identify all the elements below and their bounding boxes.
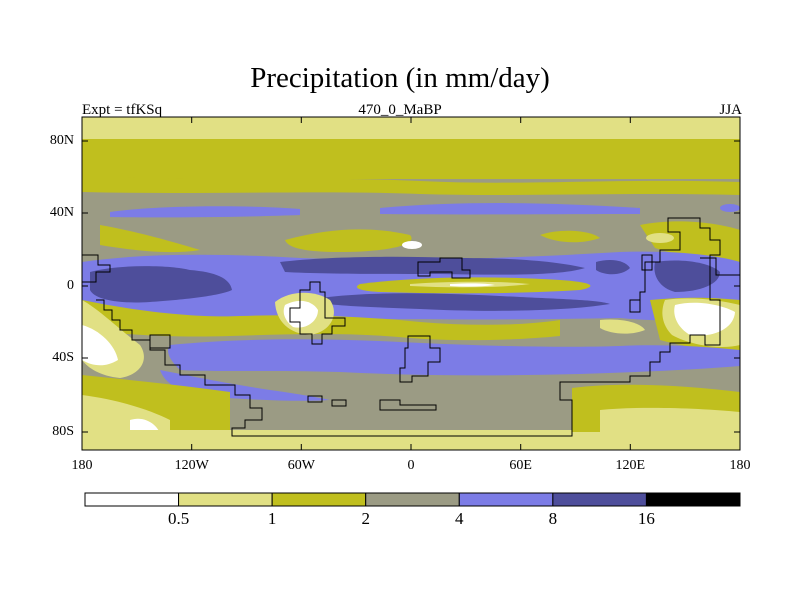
white-equatorial-spot (450, 283, 495, 287)
colorbar-level-label: 0.5 (167, 509, 190, 528)
yellow-patch-na (285, 229, 412, 252)
coastlines (82, 217, 740, 437)
yellow-patch-nw (100, 225, 200, 253)
season-label: JJA (719, 102, 742, 118)
light-band-antarctic (82, 430, 740, 450)
lon-label: 180 (71, 458, 93, 473)
band-north-yellow-edge (82, 175, 740, 195)
coast-islet-3 (149, 334, 171, 349)
blue-spot-ne (720, 204, 740, 212)
lat-label: 80N (49, 133, 74, 148)
axis-ticks (81, 117, 741, 450)
band-arctic-light (82, 117, 740, 139)
lat-label: 40N (49, 205, 74, 220)
lat-label: 80S (52, 424, 74, 439)
lon-label: 120W (174, 458, 209, 473)
lon-label: 60W (287, 458, 315, 473)
dry-spot-north (402, 241, 422, 249)
lat-label: 0 (67, 278, 74, 293)
blue-band-40n-east (380, 203, 640, 215)
colorbar-level-label: 1 (267, 509, 277, 528)
band-north-yellow (82, 139, 740, 179)
lon-label: 60E (509, 458, 532, 473)
colorbar-segment (271, 492, 367, 507)
coast-islet-2 (331, 399, 347, 407)
dark-blue-core-north (280, 256, 585, 275)
coast-main-continent (96, 217, 721, 437)
period-label: 470_0_MaBP (358, 102, 442, 118)
colorbar-level-label: 8 (548, 509, 558, 528)
coast-islet-4 (641, 254, 653, 271)
lat-label: 40S (52, 350, 74, 365)
lon-label: 0 (407, 458, 415, 473)
colorbar-segment (458, 492, 554, 507)
light-spot-asia (646, 233, 674, 243)
colorbar-segment (365, 492, 460, 507)
colorbar-segment (645, 492, 741, 507)
map-title: Precipitation (in mm/day) (250, 62, 550, 94)
yellow-patch-asia (640, 221, 740, 265)
coast-east-edge (700, 257, 740, 276)
map-field (82, 117, 740, 450)
dark-blue-core-small (596, 260, 630, 275)
experiment-label: Expt = tfKSq (82, 102, 163, 118)
colorbar-segment (84, 492, 180, 507)
colorbar (84, 492, 741, 507)
light-band-se (600, 407, 740, 432)
coast-africa-block (289, 281, 346, 345)
coast-strip-south (379, 399, 437, 411)
coast-islet-1 (307, 395, 323, 403)
blue-band-40n-west (110, 206, 300, 218)
dark-blue-core-west (90, 266, 232, 303)
colorbar-level-label: 2 (361, 509, 370, 528)
colorbar-level-label: 16 (637, 509, 655, 528)
coast-west-edge (82, 254, 111, 283)
lon-label: 120E (615, 458, 646, 473)
colorbar-level-label: 4 (455, 509, 464, 528)
dark-blue-core-south (320, 293, 610, 311)
blue-band-south (168, 339, 740, 376)
coast-island-north (417, 257, 471, 279)
colorbar-segment (552, 492, 647, 507)
light-patch-se-small (600, 319, 645, 334)
yellow-patch-mid (540, 230, 600, 243)
colorbar-segment (178, 492, 273, 507)
lon-label: 180 (729, 458, 751, 473)
dark-blue-core-east (654, 260, 720, 292)
coast-island-south (399, 335, 441, 383)
dry-area-sw-land (82, 325, 118, 366)
